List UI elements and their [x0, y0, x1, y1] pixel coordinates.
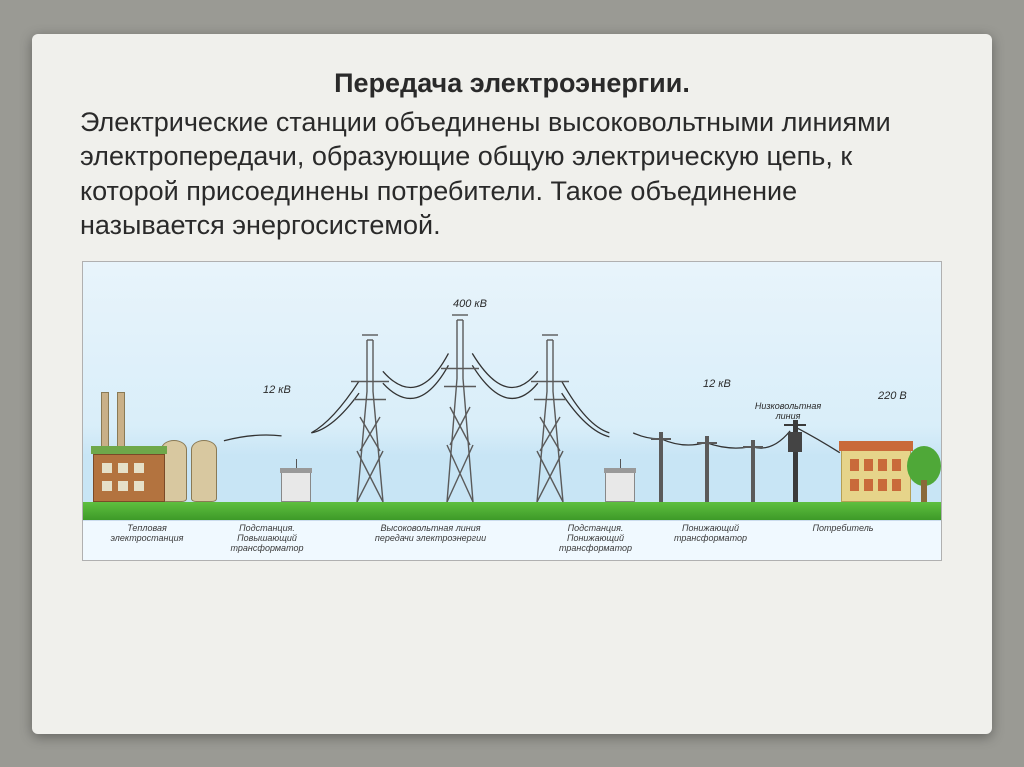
voltage-label: 220 В: [878, 390, 907, 402]
low-voltage-pole-icon: [659, 432, 663, 502]
slide: Передача электроэнергии. Электрические с…: [32, 34, 992, 734]
component-label: Подстанция.Понижающийтрансформатор: [538, 521, 653, 560]
slide-title: Передача электроэнергии.: [80, 68, 944, 99]
transmission-tower-icon: [531, 332, 569, 502]
component-label: Высоковольтная линияпередачи электроэнер…: [323, 521, 538, 560]
consumer-building-icon: [841, 450, 911, 502]
component-label: Тепловаяэлектростанция: [83, 521, 211, 560]
power-transmission-diagram: ТепловаяэлектростанцияПодстанция.Повышаю…: [82, 261, 942, 561]
low-voltage-pole-icon: [751, 440, 755, 502]
transmission-tower-icon: [351, 332, 389, 502]
low-voltage-pole-icon: [705, 436, 709, 502]
line-type-label: Низковольтнаялиния: [743, 402, 833, 422]
component-label: Потребитель: [768, 521, 918, 560]
thermal-power-plant-icon: [93, 372, 233, 502]
transmission-tower-icon: [441, 312, 479, 502]
tree-icon: [907, 446, 941, 502]
bottom-labels-row: ТепловаяэлектростанцияПодстанция.Повышаю…: [83, 520, 941, 560]
component-label: Подстанция.Повышающийтрансформатор: [211, 521, 323, 560]
component-label: Понижающийтрансформатор: [653, 521, 768, 560]
voltage-label: 12 кВ: [703, 378, 731, 390]
ground-strip: [83, 502, 941, 520]
voltage-label: 12 кВ: [263, 384, 291, 396]
stepdown-transformer-icon: [793, 420, 798, 502]
substation-icon: [605, 472, 635, 502]
slide-paragraph: Электрические станции объединены высоков…: [80, 105, 944, 243]
voltage-label: 400 кВ: [453, 298, 487, 310]
substation-icon: [281, 472, 311, 502]
